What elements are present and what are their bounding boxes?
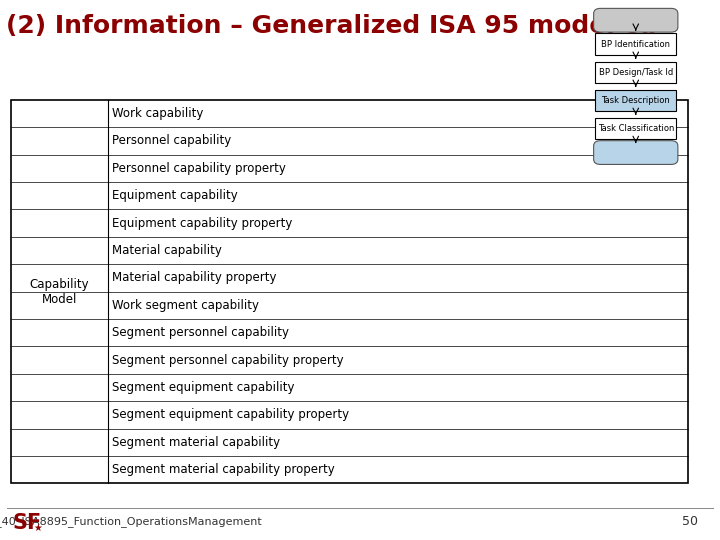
Bar (595, 33, 676, 55)
Text: Segment material capability: Segment material capability (112, 436, 281, 449)
Text: SF: SF (13, 512, 42, 533)
Text: Work segment capability: Work segment capability (112, 299, 259, 312)
Text: Task Classification: Task Classification (598, 124, 674, 133)
Text: Equipment capability property: Equipment capability property (112, 217, 293, 230)
FancyBboxPatch shape (593, 140, 678, 164)
Bar (595, 118, 676, 139)
Text: Task Description: Task Description (601, 96, 670, 105)
Text: Segment material capability property: Segment material capability property (112, 463, 335, 476)
Text: Capability
Model: Capability Model (30, 278, 89, 306)
Text: Segment personnel capability property: Segment personnel capability property (112, 354, 344, 367)
Text: BP Identification: BP Identification (601, 40, 670, 49)
Bar (11, 100, 688, 483)
Text: Work capability: Work capability (112, 107, 204, 120)
Text: Equipment capability: Equipment capability (112, 189, 238, 202)
Text: 3_40_ISA8895_Function_OperationsManagement: 3_40_ISA8895_Function_OperationsManageme… (0, 516, 262, 526)
Text: Personnel capability property: Personnel capability property (112, 162, 286, 175)
Text: Segment equipment capability: Segment equipment capability (112, 381, 294, 394)
FancyBboxPatch shape (593, 8, 678, 32)
Text: Personnel capability: Personnel capability (112, 134, 232, 147)
Text: Segment personnel capability: Segment personnel capability (112, 326, 289, 339)
Text: BP Design/Task Id: BP Design/Task Id (598, 68, 673, 77)
Text: Material capability property: Material capability property (112, 272, 276, 285)
Bar (595, 62, 676, 83)
Text: ★: ★ (34, 523, 42, 533)
Text: Material capability: Material capability (112, 244, 222, 257)
Text: 50: 50 (683, 515, 698, 528)
Text: (2) Information – Generalized ISA 95 model ob: (2) Information – Generalized ISA 95 mod… (6, 14, 659, 37)
Text: Segment equipment capability property: Segment equipment capability property (112, 408, 349, 421)
Bar (595, 90, 676, 111)
